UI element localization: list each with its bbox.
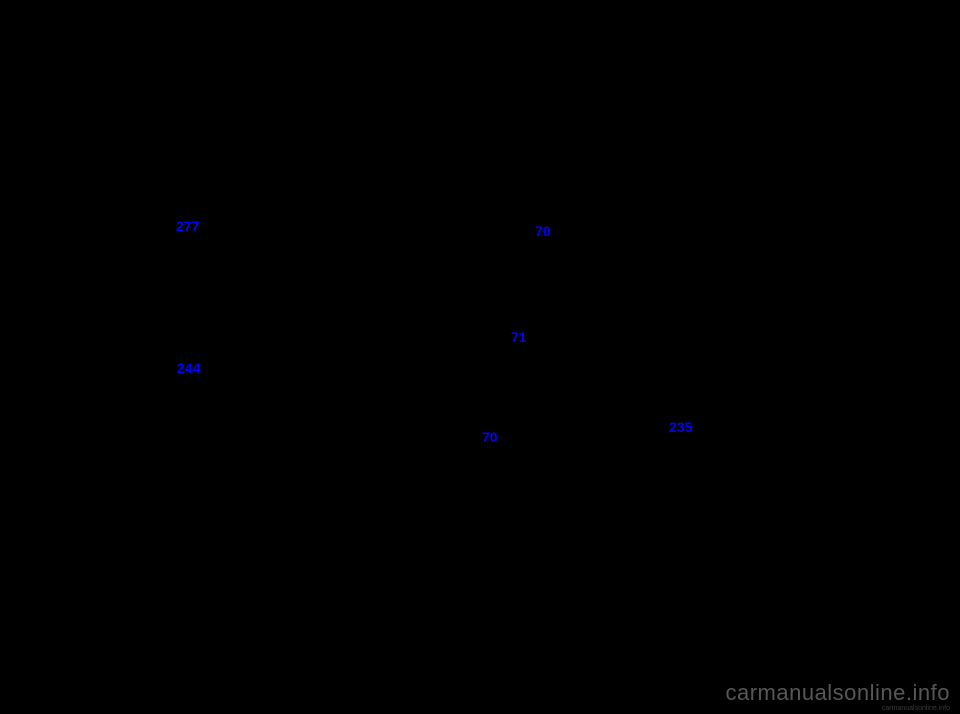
- page-link-71[interactable]: 71: [511, 329, 527, 345]
- watermark-main: carmanualsonline.info: [725, 680, 950, 706]
- page-link-70a[interactable]: 70: [535, 223, 551, 239]
- page-link-244[interactable]: 244: [177, 360, 200, 376]
- manual-page: 277 70 71 244 235 70 carmanualsonline.in…: [0, 0, 960, 714]
- page-link-277[interactable]: 277: [176, 218, 199, 234]
- page-link-235[interactable]: 235: [669, 419, 692, 435]
- page-link-70b[interactable]: 70: [482, 429, 498, 445]
- watermark-sub: carmanualsonline.info: [882, 705, 950, 712]
